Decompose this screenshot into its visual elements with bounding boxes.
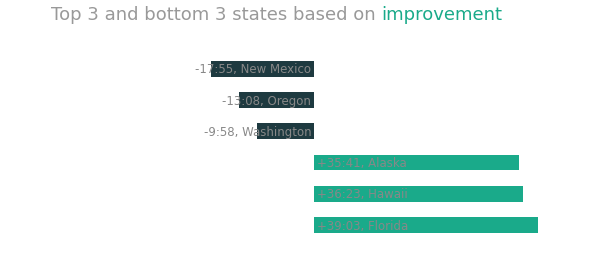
Text: -13:08, Oregon: -13:08, Oregon	[222, 94, 311, 107]
Bar	[211, 62, 314, 77]
Text: Top 3 and bottom 3 states based on: Top 3 and bottom 3 states based on	[50, 6, 381, 24]
Text: +35:41, Alaska: +35:41, Alaska	[317, 156, 407, 169]
Bar	[314, 186, 523, 202]
Text: +36:23, Hawaii: +36:23, Hawaii	[317, 187, 407, 200]
Text: +39:03, Florida: +39:03, Florida	[317, 219, 408, 232]
Bar	[239, 93, 314, 108]
Text: improvement: improvement	[381, 6, 502, 24]
Text: -9:58, Washington: -9:58, Washington	[203, 125, 311, 138]
Bar	[257, 124, 314, 139]
Bar	[314, 155, 519, 171]
Bar	[314, 217, 538, 233]
Text: -17:55, New Mexico: -17:55, New Mexico	[195, 63, 311, 76]
